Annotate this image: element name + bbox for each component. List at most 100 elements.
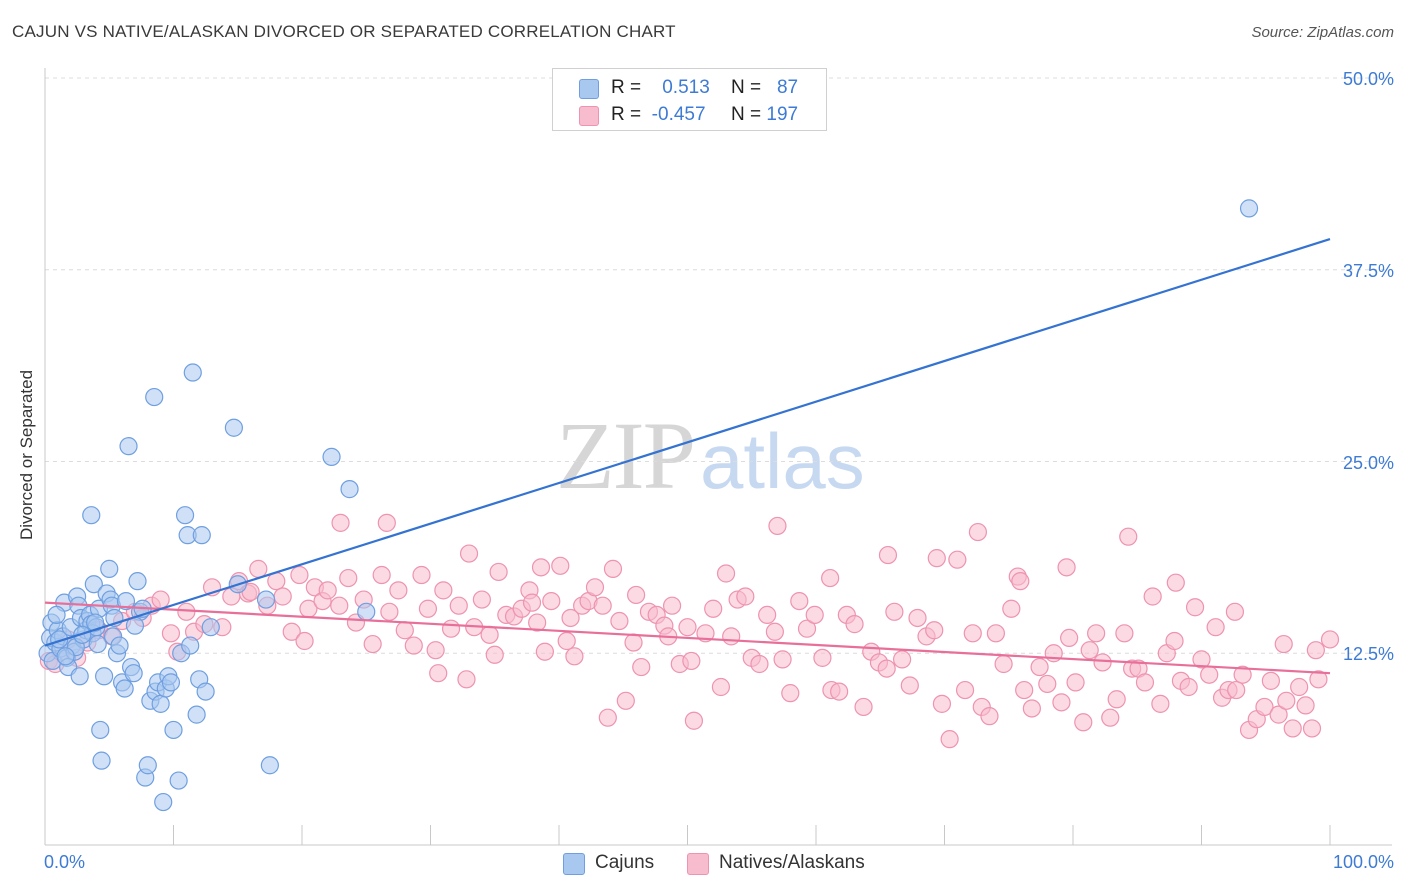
native-point-156 — [1261, 671, 1280, 690]
native-point-135 — [1115, 624, 1134, 643]
native-point-33 — [330, 596, 349, 615]
native-point-58 — [528, 613, 547, 632]
cajun-point-53 — [151, 694, 170, 713]
native-point-127 — [1060, 628, 1079, 648]
native-point-174 — [768, 516, 787, 536]
native-point-42 — [404, 636, 423, 655]
native-point-132 — [1093, 653, 1112, 672]
native-point-138 — [1135, 673, 1155, 692]
native-point-144 — [1179, 677, 1198, 697]
native-point-172 — [682, 651, 701, 671]
cajun-point-84 — [88, 634, 107, 654]
cajun-point-30 — [95, 667, 114, 686]
native-point-48 — [449, 596, 468, 615]
cajun-point-54 — [154, 792, 173, 812]
y-tick-label-2: 37.5% — [1342, 260, 1394, 281]
native-point-177 — [927, 549, 946, 568]
native-point-188 — [522, 593, 542, 612]
native-point-53 — [489, 562, 508, 582]
native-point-190 — [377, 513, 396, 532]
cajun-point-61 — [175, 506, 195, 525]
native-point-112 — [948, 550, 967, 569]
cajun-point-29 — [92, 751, 111, 770]
native-point-123 — [1030, 657, 1049, 677]
native-point-111 — [940, 730, 959, 749]
native-point-178 — [968, 522, 988, 542]
cajun-point-44 — [128, 572, 147, 591]
native-point-131 — [1087, 624, 1106, 643]
native-point-44 — [418, 599, 438, 618]
native-point-97 — [830, 682, 849, 701]
cajun-point-59 — [169, 771, 188, 790]
source-label[interactable]: Source: ZipAtlas.com — [1251, 24, 1394, 41]
chart-title: CAJUN VS NATIVE/ALASKAN DIVORCED OR SEPA… — [12, 22, 676, 41]
native-point-145 — [1185, 598, 1205, 617]
native-point-140 — [1151, 694, 1170, 713]
native-point-110 — [932, 694, 952, 713]
native-point-164 — [1320, 630, 1340, 649]
native-point-171 — [626, 585, 646, 605]
native-point-184 — [1274, 634, 1293, 654]
native-point-72 — [632, 657, 651, 677]
native-point-89 — [765, 622, 784, 641]
native-point-106 — [900, 676, 919, 695]
native-point-79 — [684, 711, 704, 730]
native-point-168 — [429, 664, 448, 683]
native-point-66 — [585, 578, 605, 597]
cajun-trend-line — [44, 238, 1331, 647]
native-point-191 — [531, 558, 551, 577]
native-point-26 — [273, 587, 292, 606]
native-point-185 — [1306, 641, 1325, 660]
native-point-175 — [821, 568, 840, 588]
native-point-158 — [1277, 691, 1296, 710]
native-point-179 — [1011, 572, 1030, 591]
legend-r-cajuns: R = 0.513 — [611, 77, 710, 98]
native-point-12 — [151, 590, 170, 609]
cajun-point-69 — [201, 618, 220, 637]
native-point-147 — [1200, 665, 1219, 684]
cajun-point-43 — [124, 664, 143, 683]
native-point-160 — [1290, 677, 1309, 697]
cajun-point-85 — [116, 591, 136, 611]
native-point-83 — [722, 627, 741, 646]
native-point-173 — [716, 564, 736, 583]
cajun-point-57 — [161, 673, 181, 692]
native-point-90 — [773, 650, 792, 669]
cajun-point-70 — [224, 418, 243, 437]
cajun-point-28 — [91, 720, 110, 740]
native-point-80 — [696, 624, 715, 643]
native-point-46 — [434, 581, 453, 600]
cajun-point-32 — [100, 559, 119, 578]
native-point-41 — [395, 621, 414, 640]
cajun-point-24 — [84, 575, 103, 594]
y-tick-label-0: 12.5% — [1342, 644, 1394, 665]
native-point-170 — [561, 608, 580, 628]
native-point-152 — [1233, 665, 1252, 684]
native-point-139 — [1143, 587, 1162, 606]
native-point-166 — [295, 631, 314, 651]
native-point-113 — [955, 680, 975, 700]
native-point-128 — [1066, 673, 1085, 692]
native-point-124 — [1038, 674, 1057, 694]
cajun-point-63 — [181, 636, 200, 655]
cajun-point-82 — [56, 647, 75, 666]
native-point-189 — [459, 544, 479, 563]
series-swatch-natives — [687, 853, 709, 875]
native-point-49 — [457, 670, 476, 689]
native-point-32 — [318, 581, 337, 600]
native-point-68 — [603, 559, 623, 578]
native-point-70 — [616, 691, 635, 710]
native-point-94 — [805, 605, 824, 625]
legend-r-natives: R = -0.457 — [611, 104, 706, 125]
cajun-point-64 — [183, 363, 202, 382]
native-point-176 — [878, 545, 898, 565]
native-point-51 — [472, 590, 491, 609]
native-point-163 — [1309, 670, 1328, 689]
cajun-point-67 — [192, 526, 211, 545]
cajun-point-41 — [119, 437, 138, 456]
native-point-27 — [282, 622, 301, 641]
native-point-148 — [1206, 618, 1225, 637]
native-trend-line — [44, 601, 1331, 675]
y-tick-label-1: 25.0% — [1342, 452, 1394, 473]
